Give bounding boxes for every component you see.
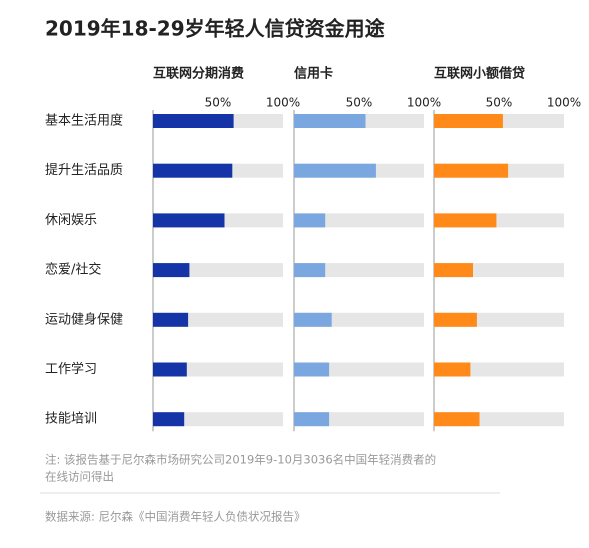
- bar: [153, 362, 187, 377]
- legend-label: 互联网小额借贷: [434, 66, 525, 82]
- x-tick-label: 100%: [407, 96, 441, 110]
- bar: [434, 213, 497, 228]
- bar: [294, 163, 376, 178]
- bar: [434, 412, 480, 427]
- source: 数据来源: 尼尔森《中国消费年轻人负债状况报告》: [45, 510, 306, 524]
- category-label: 休闲娱乐: [45, 213, 97, 228]
- x-tick-label: 100%: [547, 96, 581, 110]
- x-tick-label: 50%: [205, 96, 232, 110]
- x-tick-label: 50%: [346, 96, 373, 110]
- category-label: 基本生活用度: [45, 113, 123, 129]
- x-tick-label: 50%: [486, 96, 513, 110]
- bar: [294, 412, 330, 427]
- bar-track: [294, 213, 424, 228]
- x-tick-label: 100%: [266, 96, 300, 110]
- bar: [434, 163, 509, 178]
- bar: [294, 263, 326, 278]
- category-label: 工作学习: [45, 361, 97, 377]
- bar: [153, 412, 185, 427]
- bar: [153, 213, 225, 228]
- note: 注: 该报告基于尼尔森市场研究公司2019年9-10月3036名中国年轻消费者的: [45, 453, 436, 467]
- bar-track: [153, 412, 283, 427]
- bar: [434, 114, 503, 128]
- bar: [434, 312, 477, 327]
- bar: [153, 263, 190, 278]
- bar: [294, 213, 326, 228]
- chart-title: 2019年18-29岁年轻人信贷资金用途: [45, 17, 386, 41]
- category-label: 提升生活品质: [45, 162, 123, 178]
- category-label: 技能培训: [45, 411, 97, 427]
- bar: [153, 114, 234, 128]
- category-label: 运动健身保健: [45, 311, 123, 327]
- bar: [153, 163, 233, 178]
- legend-label: 信用卡: [294, 66, 333, 82]
- bar: [294, 114, 366, 128]
- category-label: 恋爱/社交: [45, 262, 101, 278]
- bar: [434, 362, 471, 377]
- bar-track: [294, 263, 424, 278]
- bar: [434, 263, 473, 278]
- note: 在线访问得出: [45, 470, 114, 484]
- bar: [153, 312, 189, 327]
- bar: [294, 362, 330, 377]
- legend-label: 互联网分期消费: [153, 66, 244, 82]
- bar: [294, 312, 332, 327]
